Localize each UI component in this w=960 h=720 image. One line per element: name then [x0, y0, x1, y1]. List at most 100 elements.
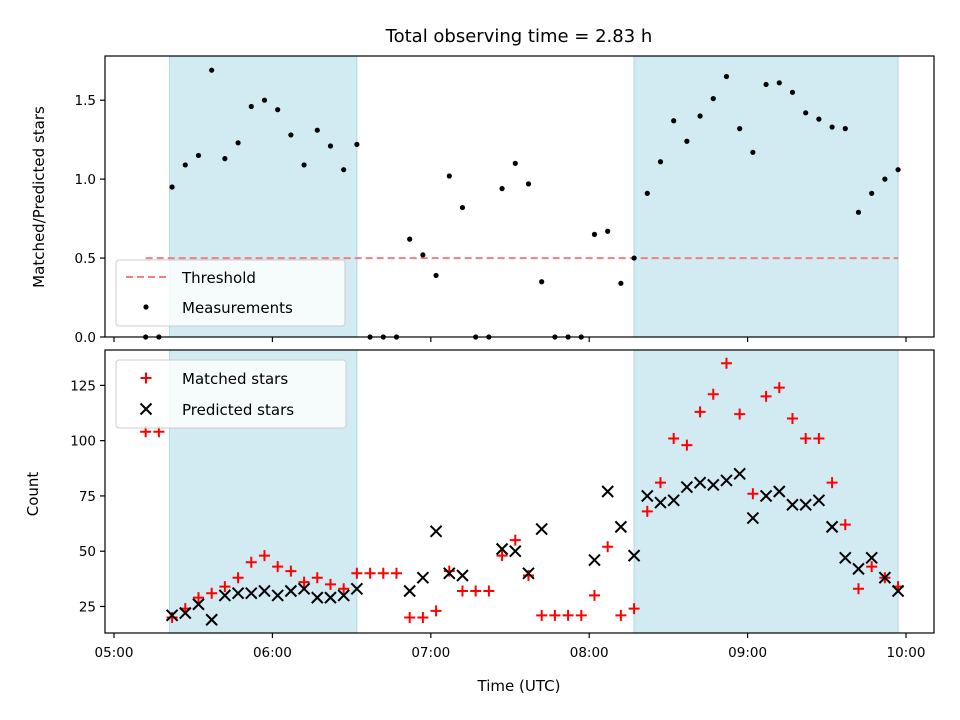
measurement-point — [327, 143, 334, 149]
measurement-point — [261, 97, 268, 103]
matched-star-point — [588, 589, 600, 601]
measurement-point — [275, 107, 281, 113]
predicted-star-point — [614, 520, 628, 534]
matched-star-point — [298, 576, 310, 588]
measurement-point — [433, 272, 439, 279]
measurement-point — [816, 116, 822, 122]
x-tick-label: 09:00 — [728, 645, 767, 661]
matched-star-point — [681, 439, 693, 451]
measurement-point — [420, 252, 426, 258]
predicted-star-point — [627, 549, 641, 562]
matched-star-point — [602, 541, 614, 553]
matched-star-point — [852, 583, 864, 595]
matched-star-point — [562, 609, 574, 621]
bottom-y-tick-label: 25 — [79, 599, 96, 615]
bottom-y-tick-label: 125 — [70, 378, 96, 394]
predicted-star-point — [443, 567, 456, 580]
top-axes-frame — [104, 55, 935, 338]
measurement-point — [750, 149, 756, 155]
predicted-star-point — [522, 567, 535, 580]
measurement-point — [644, 190, 650, 196]
measurement-point — [525, 181, 532, 187]
predicted-star-point — [509, 544, 522, 558]
predicted-star-point — [205, 613, 218, 626]
matched-star-point — [866, 561, 878, 573]
matched-star-point — [364, 567, 376, 579]
measurement-point — [499, 186, 505, 192]
legend-threshold-label: Threshold — [181, 269, 256, 287]
matched-star-point — [351, 567, 363, 579]
predicted-star-point — [865, 551, 878, 565]
measurement-point — [288, 132, 294, 138]
predicted-star-point — [588, 553, 601, 567]
matched-star-point — [245, 556, 257, 568]
predicted-star-point — [812, 494, 826, 507]
measurement-point — [671, 118, 677, 124]
matched-star-point — [430, 605, 442, 617]
matched-star-point — [747, 488, 759, 500]
x-tick-label: 06:00 — [253, 645, 292, 661]
top-y-tick-label: 1.5 — [75, 93, 96, 109]
matched-star-point — [786, 413, 798, 425]
predicted-star-point — [667, 494, 680, 507]
matched-star-point — [549, 609, 561, 621]
measurement-point — [737, 126, 743, 132]
matched-star-point — [311, 572, 323, 584]
measurement-point — [882, 176, 888, 182]
measurement-point — [182, 162, 188, 168]
measurement-point — [222, 156, 228, 162]
measurement-point — [235, 140, 241, 146]
predicted-star-point — [456, 569, 469, 582]
matched-star-point — [522, 570, 534, 582]
matched-star-point — [641, 505, 653, 517]
measurement-point — [446, 173, 452, 179]
measurement-point — [459, 204, 466, 211]
x-axis-label: Time (UTC) — [477, 677, 561, 695]
matched-star-point — [536, 609, 548, 621]
matched-star-point — [813, 432, 825, 444]
measurement-point — [776, 80, 782, 86]
legend-matched-label: Matched stars — [182, 370, 288, 388]
matched-star-point — [760, 390, 772, 402]
matched-star-point — [615, 609, 627, 621]
matched-star-point — [219, 581, 231, 593]
predicted-star-point — [654, 496, 667, 509]
bottom-y-tick-label: 75 — [79, 489, 96, 505]
measurement-point — [723, 73, 730, 80]
matched-star-point — [417, 612, 429, 624]
x-tick-label: 05:00 — [95, 645, 134, 661]
top-y-axis-label: Matched/Predicted stars — [30, 106, 48, 288]
matched-star-point — [404, 612, 416, 624]
predicted-star-point — [192, 598, 205, 611]
predicted-star-point — [825, 520, 839, 534]
measurement-point — [842, 126, 848, 132]
bottom-panel: 05:00 06:00 07:00 08:00 09:00 10:00 25 50 75 100 1… — [70, 349, 935, 661]
matched-star-point — [483, 585, 495, 597]
predicted-star-point — [271, 589, 284, 602]
predicted-star-point — [720, 474, 733, 487]
top-y-tick-label: 1.0 — [75, 172, 96, 188]
x-tick-label: 10:00 — [887, 645, 926, 661]
measurement-point — [684, 138, 690, 144]
measurement-point — [314, 127, 320, 133]
predicted-star-point — [891, 584, 905, 598]
measurement-point — [789, 89, 796, 95]
x-tick-label: 07:00 — [411, 645, 450, 661]
measurement-point — [195, 152, 202, 159]
predicted-star-point — [337, 589, 350, 602]
predicted-star-point — [429, 525, 443, 538]
measurement-point — [710, 96, 716, 102]
bottom-axes-frame — [104, 349, 935, 634]
matched-star-point — [285, 565, 297, 577]
predicted-star-point — [786, 498, 799, 511]
matched-star-point — [839, 519, 851, 531]
matched-star-point — [272, 561, 284, 573]
predicted-star-point — [495, 542, 509, 556]
measurement-point — [169, 184, 175, 190]
predicted-star-point — [350, 582, 364, 595]
matched-star-point — [628, 603, 640, 615]
predicted-star-point — [707, 478, 720, 492]
predicted-star-point — [601, 485, 614, 498]
matched-star-point — [496, 550, 508, 562]
bottom-legend-box — [115, 359, 347, 429]
